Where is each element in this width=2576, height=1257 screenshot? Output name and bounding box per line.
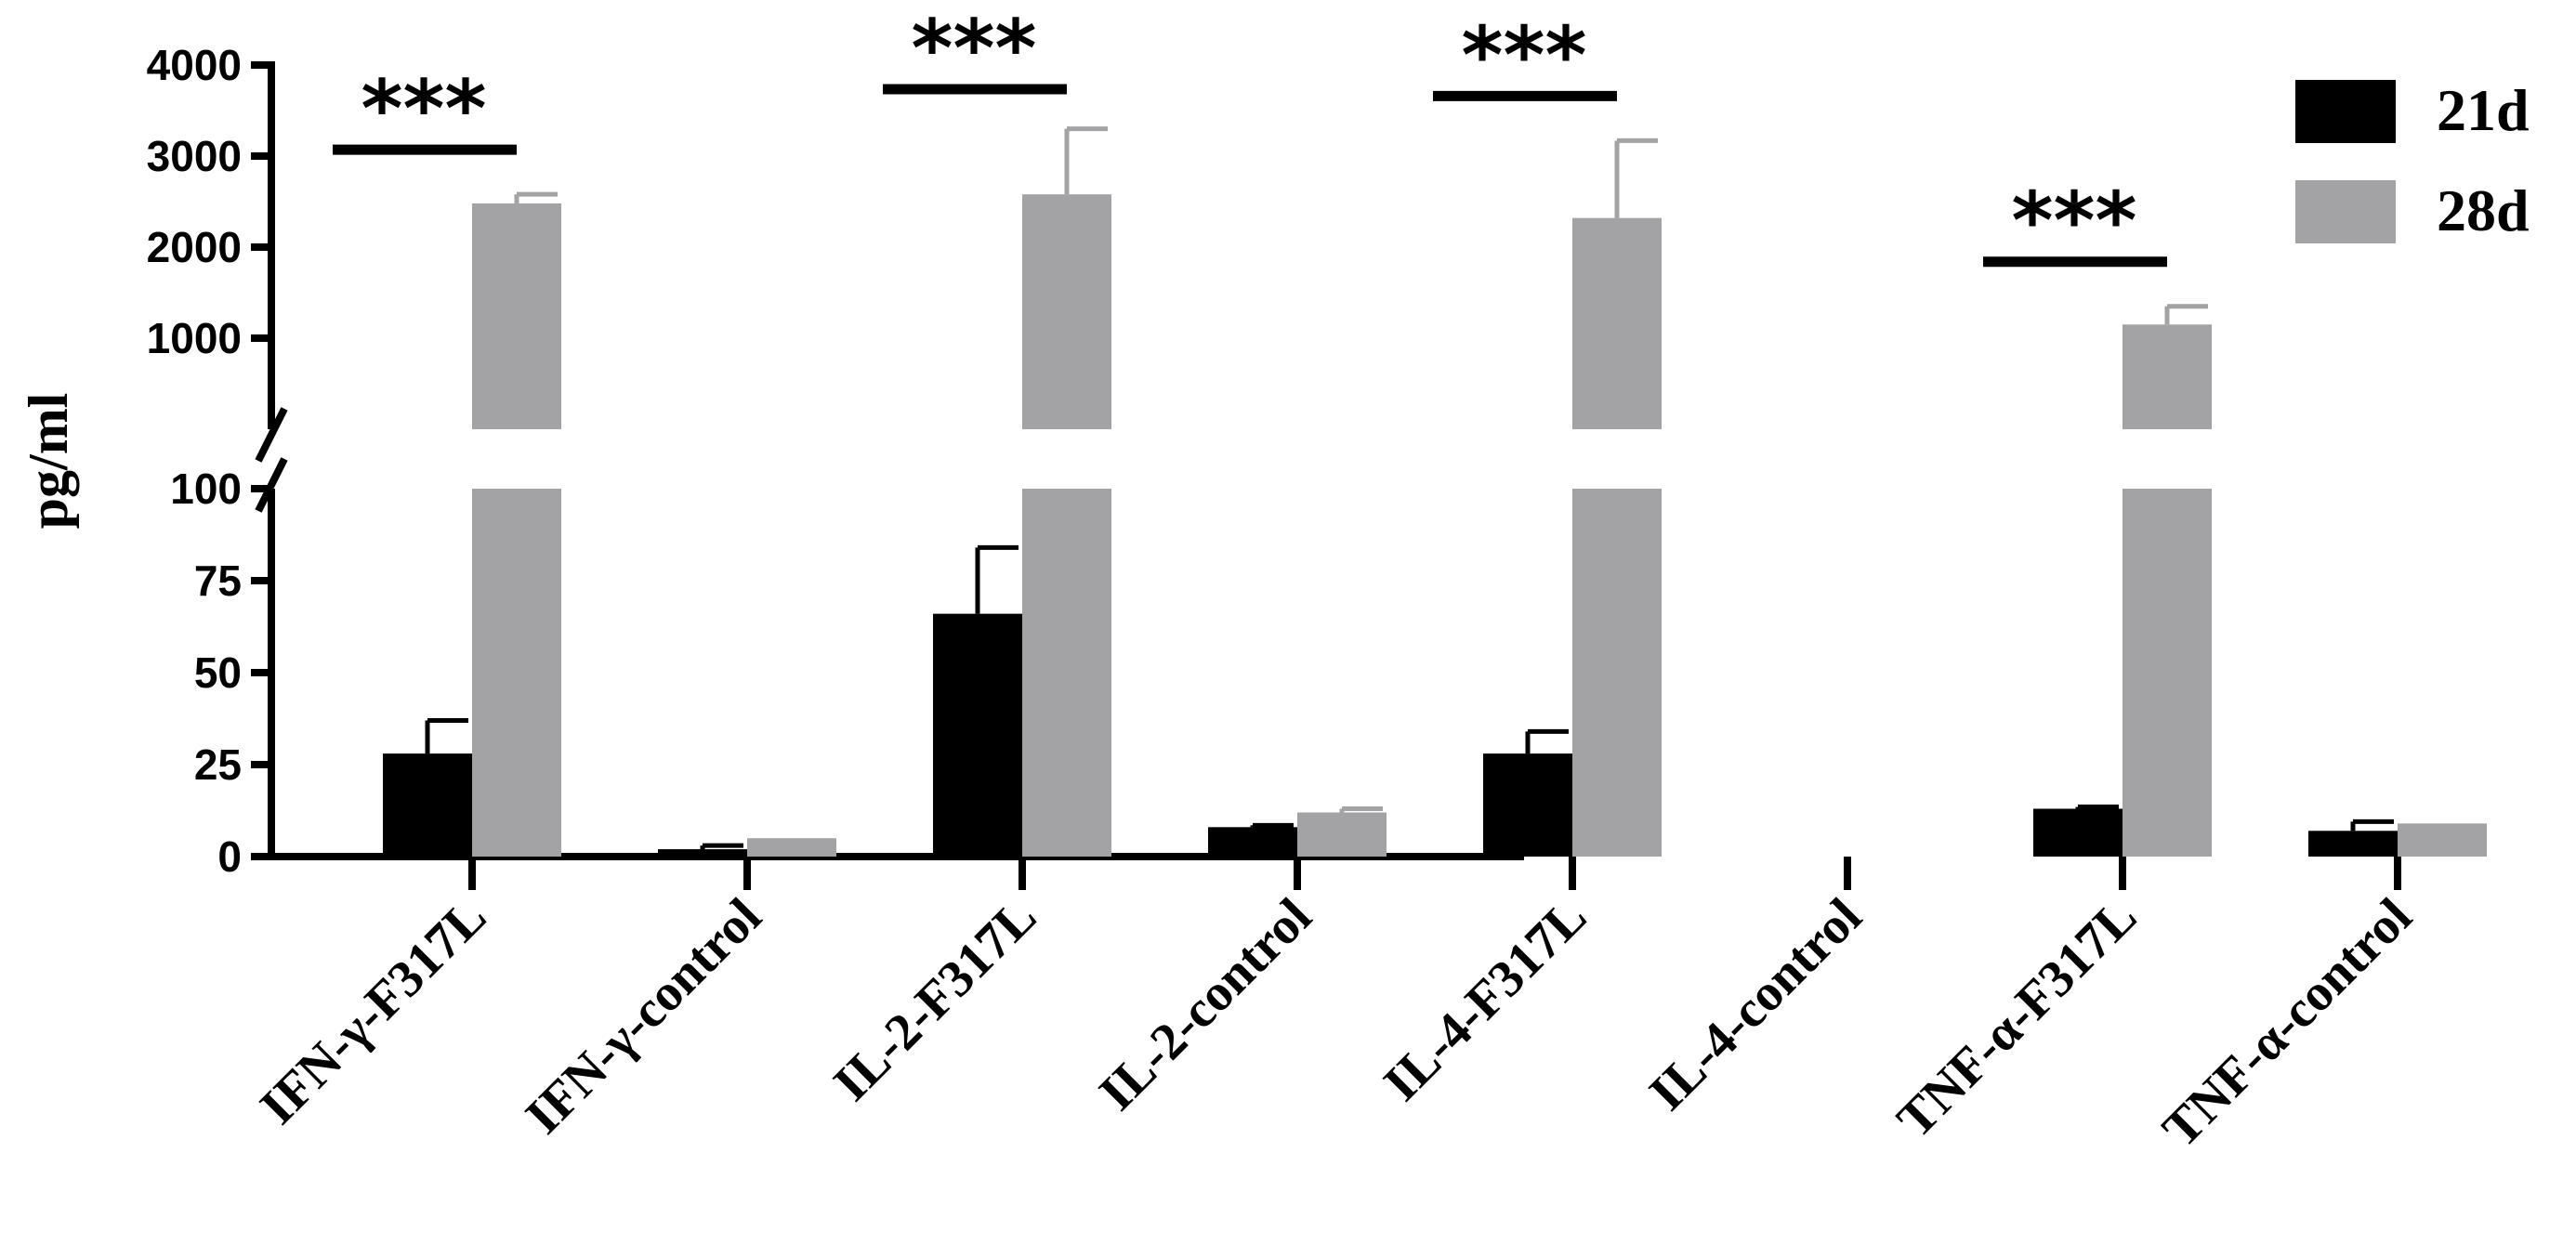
bar-21d — [658, 849, 747, 857]
axis-break-mark — [255, 407, 288, 463]
bar-28d-upper — [1022, 194, 1111, 429]
y-tick-label: 100 — [170, 465, 242, 513]
category-label: IL-4-F317L — [1373, 887, 1597, 1112]
bar-21d — [933, 613, 1022, 857]
legend: 21d 28d — [2295, 77, 2530, 243]
category-labels: IFN-γ-F317L IFN-γ-control IL-2-F317L IL-2-c… — [249, 887, 2423, 1159]
bar-21d — [383, 753, 472, 857]
bar-21d — [2308, 831, 2398, 857]
bar-28d — [2398, 823, 2487, 857]
bar-21d — [1483, 753, 1572, 857]
bar-28d — [747, 838, 836, 857]
y-tick-label: 50 — [194, 648, 242, 697]
bar-21d — [2033, 808, 2123, 857]
error-bars — [425, 126, 2394, 850]
bar-28d-upper — [472, 203, 561, 429]
significance-marks: *** *** *** *** — [333, 3, 2167, 268]
significance-stars: *** — [1462, 9, 1587, 102]
y-tick-label: 1000 — [147, 314, 242, 362]
bar-28d — [2123, 489, 2212, 857]
legend-swatch-21d — [2295, 80, 2396, 143]
legend-swatch-28d — [2295, 180, 2396, 243]
bar-21d — [1208, 827, 1297, 857]
category-label: IL-2-F317L — [822, 887, 1047, 1112]
tick-labels: 0 25 50 75 100 1000 2000 3000 4000 — [147, 41, 242, 881]
legend-label-21d: 21d — [2437, 77, 2530, 143]
significance-stars: *** — [361, 63, 487, 156]
bar-28d — [1022, 489, 1111, 857]
bar-28d-upper — [1572, 217, 1662, 429]
bar-28d — [1572, 489, 1662, 857]
y-tick-label: 0 — [217, 832, 242, 881]
category-label: IFN-γ-F317L — [249, 887, 497, 1135]
category-label: IFN-γ-control — [515, 887, 772, 1145]
y-tick-label: 3000 — [147, 132, 242, 180]
significance-stars: *** — [2012, 176, 2137, 268]
category-label: IL-2-control — [1088, 887, 1322, 1121]
category-label: IL-4-control — [1638, 887, 1873, 1121]
bars — [383, 194, 2487, 857]
bar-28d — [1297, 812, 1387, 857]
y-tick-label: 4000 — [147, 41, 242, 89]
category-label: TNF-α-F317L — [1886, 887, 2149, 1149]
significance-stars: *** — [912, 3, 1037, 96]
y-tick-label: 75 — [194, 556, 242, 605]
y-axis-label: pg/ml — [18, 393, 79, 530]
category-label: TNF-α-control — [2151, 887, 2423, 1159]
legend-label-28d: 28d — [2437, 177, 2530, 243]
bar-28d-upper — [2123, 324, 2212, 429]
bar-28d — [472, 489, 561, 857]
y-tick-label: 2000 — [147, 223, 242, 271]
y-tick-label: 25 — [194, 740, 242, 789]
